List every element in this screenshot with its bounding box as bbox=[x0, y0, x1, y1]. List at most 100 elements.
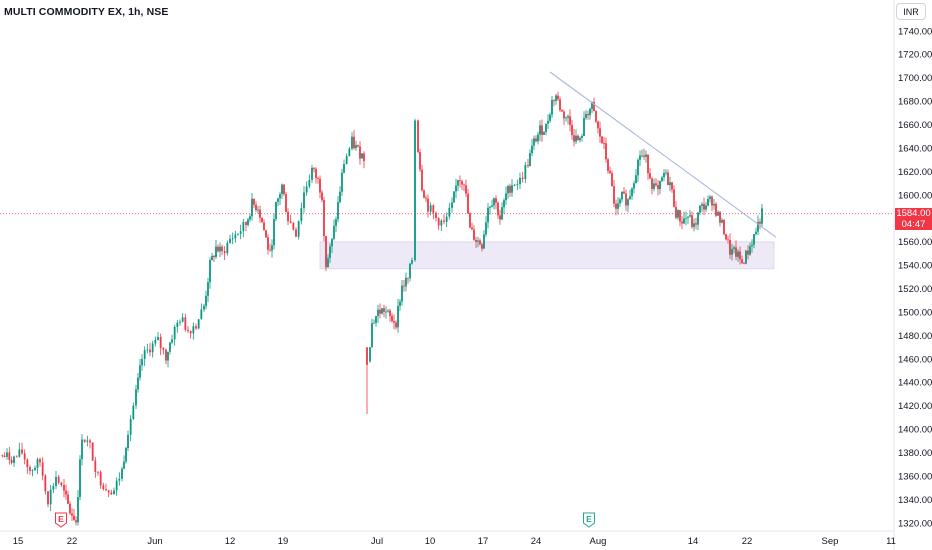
candle bbox=[325, 235, 327, 271]
candle-body bbox=[459, 180, 461, 182]
candle-body bbox=[541, 125, 543, 135]
candle bbox=[625, 189, 627, 211]
candle-body bbox=[619, 199, 621, 204]
candle bbox=[292, 222, 295, 231]
candle-body bbox=[26, 459, 29, 467]
candle-body bbox=[695, 223, 697, 225]
candle-body bbox=[213, 255, 215, 257]
candle bbox=[747, 245, 749, 260]
candle bbox=[549, 112, 551, 123]
candle bbox=[231, 232, 234, 245]
candle-body bbox=[146, 349, 149, 351]
candle-body bbox=[409, 263, 411, 279]
candle bbox=[417, 119, 419, 154]
candle-body bbox=[137, 377, 139, 390]
candle-body bbox=[343, 164, 345, 173]
candle bbox=[681, 215, 683, 230]
candle-body bbox=[585, 113, 587, 119]
candle-body bbox=[533, 138, 535, 146]
candle-body bbox=[597, 121, 599, 129]
candle bbox=[533, 135, 535, 151]
candle bbox=[317, 176, 319, 184]
candle-body bbox=[719, 212, 721, 223]
candle-body bbox=[437, 218, 440, 226]
candle-body bbox=[747, 250, 749, 255]
candle bbox=[731, 243, 733, 261]
candle-body bbox=[461, 181, 463, 185]
candle-body bbox=[393, 321, 395, 323]
candle-body bbox=[257, 209, 259, 211]
candle bbox=[575, 129, 577, 145]
candle-body bbox=[317, 177, 319, 179]
candle-body bbox=[385, 311, 387, 313]
candle-body bbox=[102, 485, 105, 490]
candle bbox=[735, 240, 737, 261]
y-axis[interactable]: 1740.00 1720.00 1700.00 1680.00 1660.00 1640.… bbox=[893, 0, 932, 550]
y-tick-label: 1320.00 bbox=[898, 518, 932, 529]
candle-body bbox=[639, 155, 641, 160]
candle bbox=[187, 326, 189, 334]
candle bbox=[633, 180, 635, 194]
candle-body bbox=[539, 125, 541, 135]
candle bbox=[453, 191, 455, 204]
candle-body bbox=[521, 177, 524, 179]
candle-body bbox=[609, 170, 611, 173]
candle bbox=[521, 171, 524, 183]
candle bbox=[132, 402, 135, 420]
candle-body bbox=[387, 310, 389, 312]
candle-body bbox=[507, 186, 509, 194]
candle-body bbox=[176, 322, 179, 327]
candle-body bbox=[192, 326, 195, 334]
candle-body bbox=[71, 513, 73, 516]
trendline-layer[interactable] bbox=[549, 71, 777, 238]
candle-body bbox=[667, 172, 669, 186]
candle-body bbox=[81, 439, 83, 460]
candle bbox=[741, 255, 743, 264]
candle-body bbox=[451, 202, 453, 208]
candle bbox=[531, 139, 533, 157]
candle bbox=[667, 169, 669, 186]
candle-body bbox=[203, 305, 205, 310]
candle bbox=[713, 199, 715, 210]
candle bbox=[234, 230, 237, 243]
candle-body bbox=[132, 405, 135, 420]
candle-body bbox=[617, 203, 619, 209]
x-tick-label: Aug bbox=[590, 536, 607, 547]
candle bbox=[271, 239, 273, 258]
candle bbox=[351, 132, 353, 151]
y-tick-label: 1700.00 bbox=[898, 73, 932, 84]
candle-body bbox=[65, 490, 67, 495]
candle-body bbox=[607, 159, 609, 171]
candle bbox=[73, 508, 75, 521]
candle bbox=[226, 240, 229, 256]
y-tick-label: 1720.00 bbox=[898, 50, 932, 61]
currency-button[interactable]: INR bbox=[896, 3, 926, 20]
candle bbox=[577, 134, 579, 141]
y-tick-label: 1420.00 bbox=[898, 401, 932, 412]
candle-body bbox=[265, 230, 267, 238]
candle bbox=[617, 197, 619, 215]
candle bbox=[47, 491, 49, 508]
candle bbox=[311, 164, 313, 184]
candle-body bbox=[701, 204, 703, 206]
candle-body bbox=[495, 198, 497, 203]
candle bbox=[121, 466, 123, 482]
x-tick-label: 24 bbox=[531, 536, 542, 547]
candle-body bbox=[351, 136, 353, 149]
candle bbox=[499, 209, 501, 225]
candle-body bbox=[715, 204, 717, 216]
candle bbox=[448, 202, 451, 220]
x-axis[interactable]: 15 22 Jun 12 19 Jul 10 17 24 Aug 14 22 Sep 11 bbox=[0, 530, 896, 547]
candle bbox=[421, 164, 423, 192]
candle-body bbox=[623, 191, 625, 194]
candle bbox=[627, 197, 629, 213]
candle-body bbox=[99, 472, 102, 486]
candle bbox=[685, 211, 687, 226]
candle-body bbox=[673, 189, 675, 207]
y-tick-label: 1620.00 bbox=[898, 167, 932, 178]
candle bbox=[8, 446, 11, 465]
candle bbox=[595, 110, 597, 124]
candle-body bbox=[261, 217, 263, 223]
candle-body bbox=[110, 492, 113, 495]
